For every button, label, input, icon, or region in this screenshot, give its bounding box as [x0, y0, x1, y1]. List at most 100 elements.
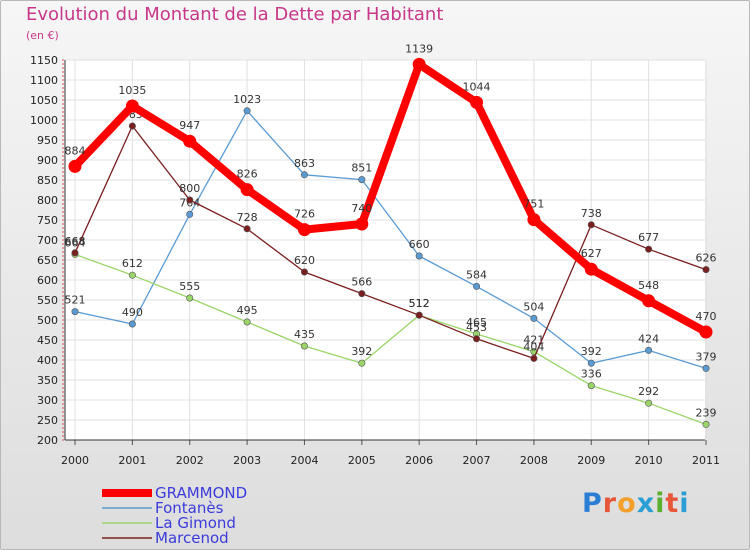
legend-label-grammond: GRAMMOND: [155, 484, 247, 502]
data-label-la-gimond: 292: [638, 385, 659, 398]
y-tick-label: 400: [37, 354, 58, 367]
data-label-la-gimond: 336: [581, 368, 602, 381]
series-line-fontanes: [74, 110, 707, 370]
data-point-grammond: [355, 217, 369, 231]
data-point-grammond: [297, 223, 311, 237]
data-point-grammond: [699, 325, 713, 339]
data-label-grammond: 470: [696, 310, 717, 323]
data-label-fontanes: 863: [294, 157, 315, 170]
logo-letter: o: [617, 488, 637, 519]
data-point-fontanes: [128, 320, 136, 328]
logo-letter: t: [665, 488, 680, 519]
data-label-grammond: 548: [638, 279, 659, 292]
data-label-grammond: 826: [237, 168, 258, 181]
data-label-fontanes: 490: [122, 306, 143, 319]
x-tick-label: 2005: [348, 454, 376, 467]
x-tick-label: 2006: [405, 454, 433, 467]
y-tick-label: 600: [37, 274, 58, 287]
data-point-grammond: [527, 213, 541, 227]
data-point-marcenod: [186, 196, 194, 204]
series-line-marcenod: [74, 125, 707, 360]
data-label-marcenod: 668: [65, 235, 86, 248]
x-tick-label: 2010: [635, 454, 663, 467]
y-tick-label: 250: [37, 414, 58, 427]
data-point-marcenod: [473, 335, 481, 343]
data-label-marcenod: 404: [523, 340, 544, 353]
data-point-la-gimond: [186, 294, 194, 302]
y-tick-label: 850: [37, 174, 58, 187]
y-tick-label: 450: [37, 334, 58, 347]
data-point-marcenod: [300, 268, 308, 276]
chart-title: Evolution du Montant de la Dette par Hab…: [26, 4, 444, 25]
y-tick-label: 550: [37, 294, 58, 307]
data-label-marcenod: 512: [409, 297, 430, 310]
y-tick-label: 750: [37, 214, 58, 227]
data-label-marcenod: 626: [696, 252, 717, 265]
data-point-fontanes: [71, 308, 79, 316]
data-point-grammond: [240, 183, 254, 197]
data-label-marcenod: 566: [351, 276, 372, 289]
data-point-fontanes: [243, 107, 251, 115]
y-tick-label: 1150: [30, 54, 58, 67]
data-label-la-gimond: 421: [523, 334, 544, 347]
data-point-fontanes: [186, 210, 194, 218]
data-label-grammond: 884: [65, 144, 86, 157]
data-label-marcenod: 728: [237, 211, 258, 224]
data-point-la-gimond: [128, 271, 136, 279]
data-label-marcenod: 453: [466, 321, 487, 334]
data-point-fontanes: [415, 252, 423, 260]
data-label-fontanes: 504: [523, 300, 544, 313]
data-point-marcenod: [243, 225, 251, 233]
logo-letter: i: [655, 488, 666, 519]
data-label-marcenod: 677: [638, 231, 659, 244]
y-tick-label: 700: [37, 234, 58, 247]
y-tick-label: 350: [37, 374, 58, 387]
data-point-grammond: [68, 159, 82, 173]
data-label-marcenod: 620: [294, 254, 315, 267]
x-tick-label: 2003: [233, 454, 261, 467]
data-label-grammond: 947: [179, 119, 200, 132]
proxiti-logo: Proxiti: [582, 488, 690, 519]
data-point-marcenod: [702, 266, 710, 274]
data-label-la-gimond: 435: [294, 328, 315, 341]
series-line-grammond: [71, 60, 710, 336]
data-label-la-gimond: 392: [351, 345, 372, 358]
y-tick-label: 1000: [30, 114, 58, 127]
x-tick-label: 2004: [290, 454, 318, 467]
data-label-grammond: 1035: [118, 84, 146, 97]
data-label-la-gimond: 239: [696, 406, 717, 419]
y-tick-label: 300: [37, 394, 58, 407]
data-point-marcenod: [645, 245, 653, 253]
data-point-grammond: [470, 95, 484, 109]
y-tick-label: 1100: [30, 74, 58, 87]
data-point-la-gimond: [645, 399, 653, 407]
x-tick-label: 2008: [520, 454, 548, 467]
data-label-la-gimond: 555: [179, 280, 200, 293]
data-label-marcenod: 738: [581, 207, 602, 220]
data-label-grammond: 740: [351, 202, 372, 215]
data-label-la-gimond: 495: [237, 304, 258, 317]
y-tick-label: 650: [37, 254, 58, 267]
data-label-fontanes: 392: [581, 345, 602, 358]
data-label-fontanes: 584: [466, 268, 487, 281]
data-label-la-gimond: 612: [122, 257, 143, 270]
data-point-la-gimond: [702, 420, 710, 428]
data-point-la-gimond: [587, 382, 595, 390]
data-label-fontanes: 379: [696, 350, 717, 363]
data-label-fontanes: 1023: [233, 93, 261, 106]
x-tick-label: 2009: [577, 454, 605, 467]
x-tick-label: 2002: [176, 454, 204, 467]
unit-label: (en €): [26, 29, 59, 42]
logo-letter: x: [636, 488, 656, 519]
data-label-fontanes: 851: [351, 162, 372, 175]
data-point-la-gimond: [358, 359, 366, 367]
data-label-la-gimond: 465: [466, 316, 487, 329]
data-point-fontanes: [702, 364, 710, 372]
data-label-grammond: 1044: [463, 80, 491, 93]
plot-area: [65, 60, 705, 440]
legend-label-marcenod: Marcenod: [155, 529, 229, 547]
x-tick-label: 2000: [61, 454, 89, 467]
data-point-marcenod: [71, 249, 79, 257]
data-point-grammond: [412, 57, 426, 71]
